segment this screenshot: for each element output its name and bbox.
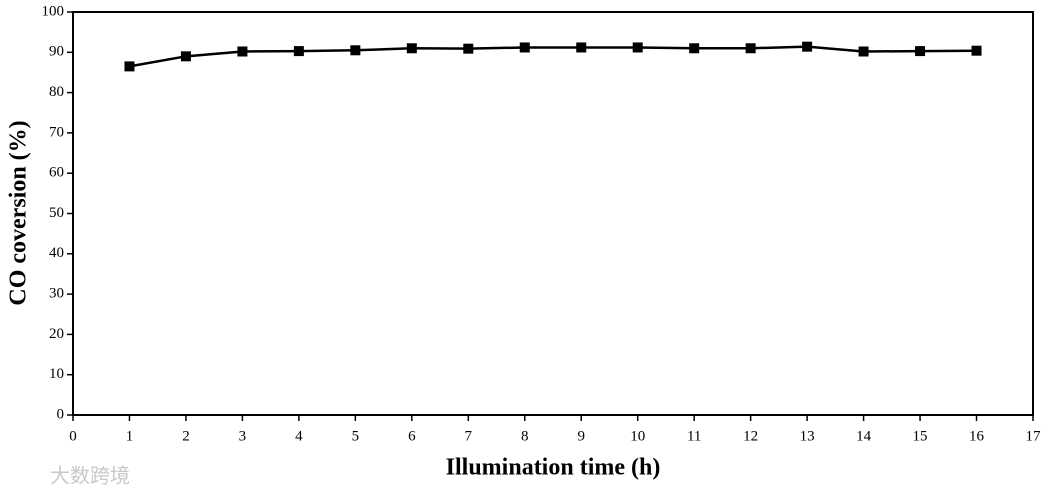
y-tick-label: 40 bbox=[49, 245, 64, 261]
x-tick-label: 16 bbox=[969, 428, 985, 444]
y-tick-label: 90 bbox=[49, 44, 64, 60]
x-tick-label: 7 bbox=[465, 428, 473, 444]
x-tick-label: 6 bbox=[408, 428, 416, 444]
data-point bbox=[576, 42, 587, 53]
x-tick-label: 4 bbox=[295, 428, 303, 444]
data-point bbox=[124, 61, 135, 72]
data-point bbox=[350, 45, 361, 56]
x-tick-label: 12 bbox=[743, 428, 758, 444]
x-tick-label: 2 bbox=[182, 428, 190, 444]
x-axis-title: Illumination time (h) bbox=[446, 455, 661, 481]
data-point bbox=[406, 43, 417, 54]
y-tick-label: 30 bbox=[49, 286, 64, 302]
x-tick-label: 14 bbox=[856, 428, 872, 444]
data-point bbox=[237, 46, 248, 57]
x-tick-label: 8 bbox=[521, 428, 529, 444]
data-point bbox=[745, 43, 756, 54]
x-tick-label: 15 bbox=[913, 428, 928, 444]
x-tick-label: 5 bbox=[352, 428, 360, 444]
y-tick-label: 50 bbox=[49, 205, 64, 221]
x-tick-label: 9 bbox=[577, 428, 585, 444]
data-point bbox=[180, 51, 191, 62]
y-tick-label: 60 bbox=[49, 165, 64, 181]
watermark: 大数跨境 bbox=[50, 464, 130, 488]
x-tick-label: 13 bbox=[800, 428, 815, 444]
data-point bbox=[632, 42, 643, 53]
x-tick-label: 0 bbox=[69, 428, 77, 444]
x-tick-label: 10 bbox=[630, 428, 645, 444]
y-axis-title: CO coversion (%) bbox=[6, 120, 32, 305]
data-point bbox=[293, 46, 304, 57]
data-line bbox=[129, 45, 977, 68]
y-tick-label: 80 bbox=[49, 84, 64, 100]
data-point bbox=[689, 43, 700, 54]
plot-frame bbox=[72, 11, 1034, 416]
y-tick-label: 100 bbox=[42, 3, 65, 19]
y-tick-label: 20 bbox=[49, 326, 64, 342]
data-point bbox=[971, 45, 982, 56]
x-tick-label: 11 bbox=[687, 428, 701, 444]
x-tick-label: 17 bbox=[1026, 428, 1042, 444]
y-tick-label: 0 bbox=[57, 406, 65, 422]
data-point bbox=[463, 43, 474, 54]
y-tick-label: 70 bbox=[49, 124, 64, 140]
x-tick-label: 3 bbox=[239, 428, 247, 444]
data-point bbox=[802, 41, 813, 52]
y-tick-label: 10 bbox=[49, 366, 64, 382]
data-point bbox=[519, 42, 530, 53]
x-tick-label: 1 bbox=[126, 428, 134, 444]
data-point bbox=[858, 46, 869, 57]
data-point bbox=[915, 46, 926, 57]
